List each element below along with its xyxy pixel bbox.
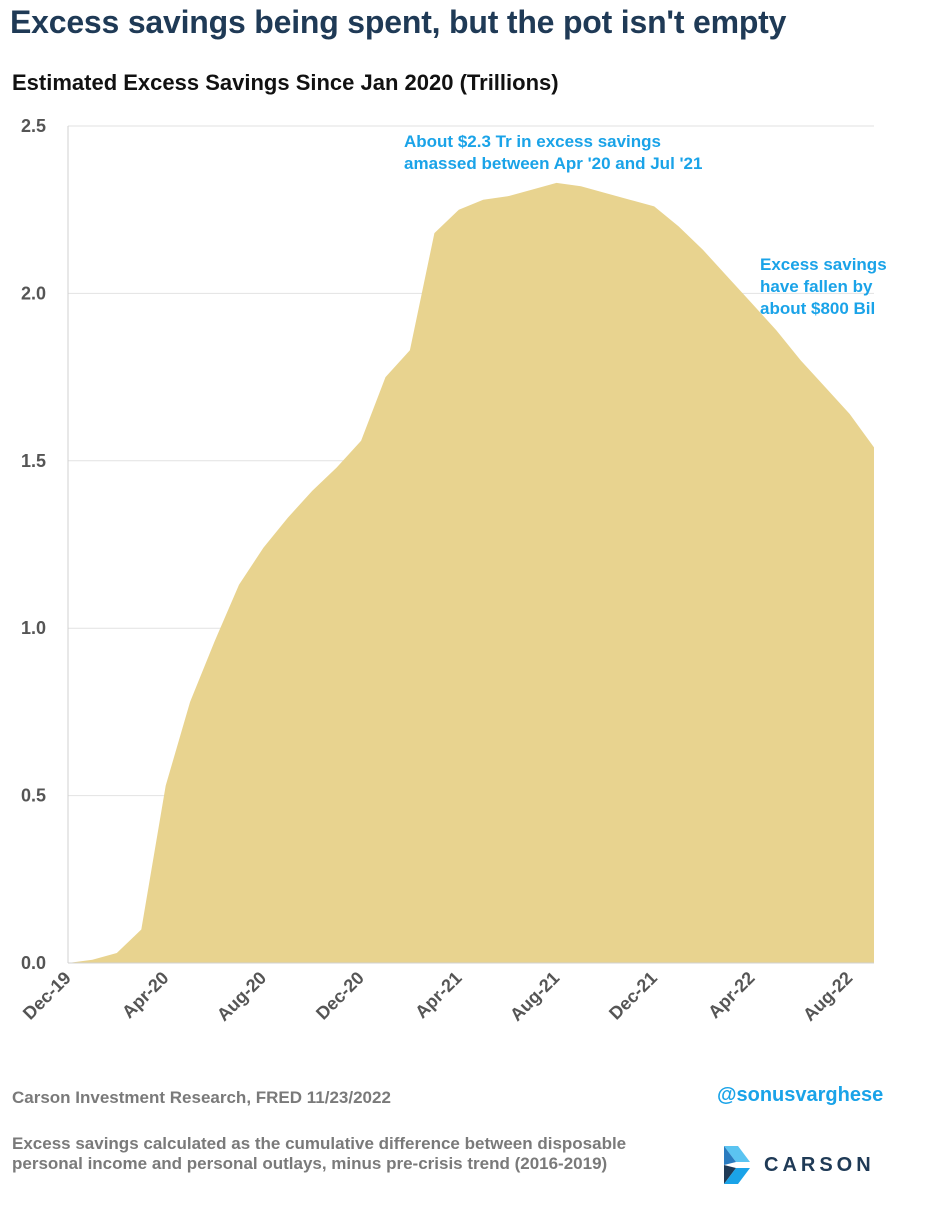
carson-logo: CARSON: [722, 1142, 875, 1188]
y-tick-label: 2.5: [21, 116, 46, 136]
savings-area: [68, 182, 874, 963]
annotation-peak: About $2.3 Tr in excess savings: [404, 132, 661, 151]
x-tick-label: Apr-21: [411, 968, 465, 1022]
y-tick-label: 0.5: [21, 786, 46, 806]
x-tick-label: Aug-22: [799, 968, 856, 1025]
area-chart: 0.0 0.5 1.0 1.5 2.0 2.5 Dec-19 Apr-20 Aug-20 Dec-…: [19, 116, 887, 1025]
annotation-decline: have fallen by: [760, 277, 873, 296]
x-tick-label: Dec-20: [312, 968, 368, 1024]
annotation-decline: about $800 Bil: [760, 299, 875, 318]
y-tick-label: 1.5: [21, 451, 46, 471]
x-tick-label: Dec-21: [605, 968, 661, 1024]
source-text: Carson Investment Research, FRED 11/23/2…: [12, 1088, 391, 1107]
twitter-handle: @sonusvarghese: [717, 1084, 884, 1106]
x-tick-label: Aug-20: [213, 968, 270, 1025]
annotation-decline: Excess savings: [760, 255, 887, 274]
x-tick-label: Aug-21: [506, 968, 563, 1025]
carson-logo-icon: [724, 1146, 750, 1184]
methodology-note: Excess savings calculated as the cumulat…: [12, 1134, 627, 1173]
y-tick-label: 1.0: [21, 618, 46, 638]
y-tick-label: 2.0: [21, 283, 46, 303]
chart-subtitle: Estimated Excess Savings Since Jan 2020 …: [12, 70, 559, 95]
logo-text: CARSON: [764, 1153, 875, 1176]
x-tick-label: Dec-19: [19, 968, 75, 1024]
y-tick-label: 0.0: [21, 953, 46, 973]
x-tick-label: Apr-22: [704, 968, 758, 1022]
x-tick-label: Apr-20: [118, 968, 172, 1022]
chart-title: Excess savings being spent, but the pot …: [10, 4, 787, 40]
annotation-peak: amassed between Apr '20 and Jul '21: [404, 154, 702, 173]
